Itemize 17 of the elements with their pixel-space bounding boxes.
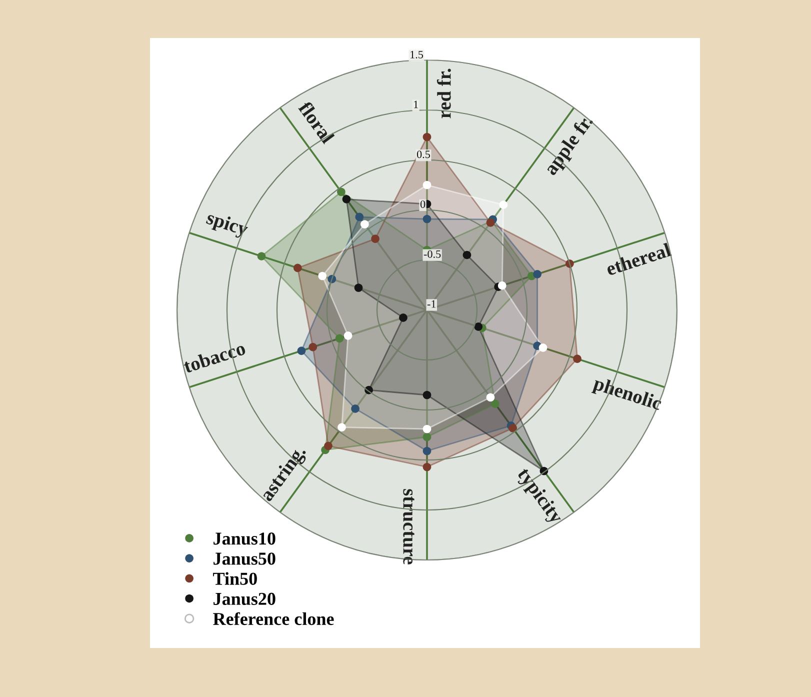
spoke-label: tobacco [182,340,246,374]
spoke-label: ethereal [605,242,672,276]
legend-label: Reference clone [213,612,334,626]
legend-label: Janus50 [214,552,276,565]
y-tick-label: 0 [420,200,426,208]
spoke-label: phenolic [591,376,663,414]
legend-label: Janus20 [214,592,276,606]
y-tick-label: 0.5 [416,150,430,158]
legend-label: Tin50 [213,572,257,585]
y-tick-label: 1 [414,100,418,108]
spoke-label: structure [403,489,414,564]
spoke-label: spicy [204,210,250,240]
legend-label: Janus10 [214,532,276,545]
spoke-label: red fr. [436,68,451,118]
y-tick-label: 1.5 [410,50,424,58]
y-tick-label: -0.5 [424,250,441,258]
y-tick-label: -1 [427,300,436,308]
